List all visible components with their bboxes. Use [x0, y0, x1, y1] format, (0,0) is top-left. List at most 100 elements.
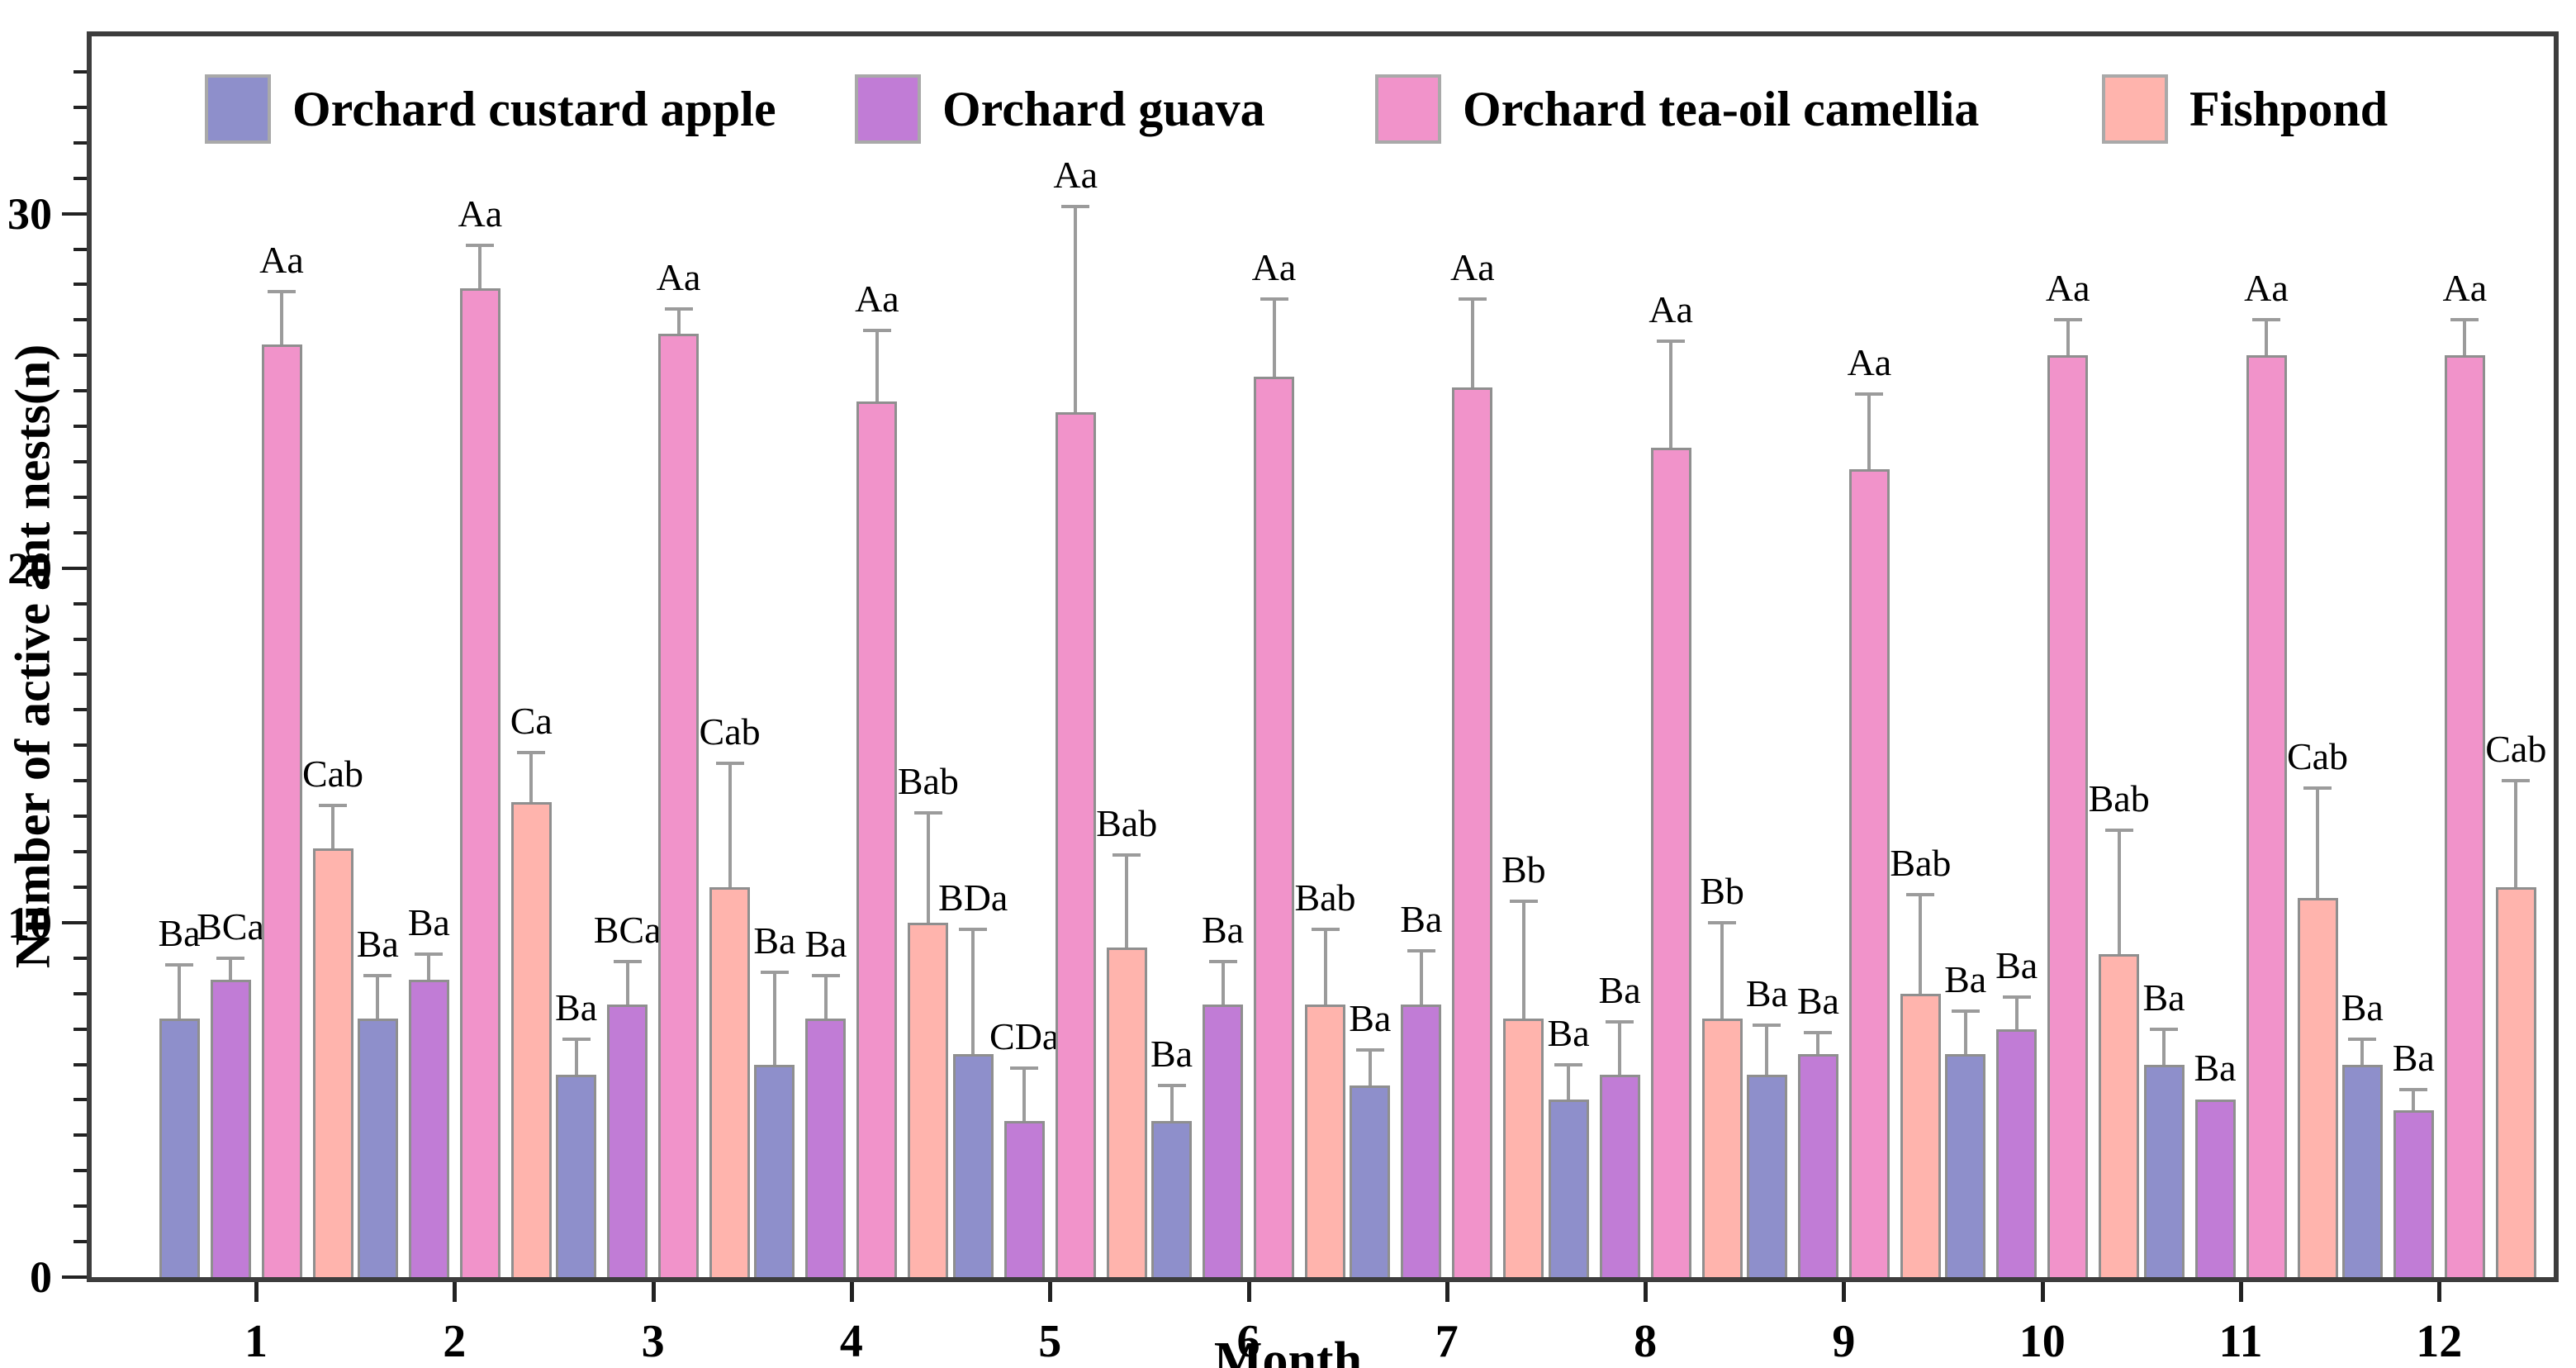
bar-fishpond-month-10	[2099, 954, 2140, 1277]
bar-slot-1-month-11: Ba	[2142, 36, 2185, 1277]
bar-slot-3-month-12: Aa	[2442, 36, 2487, 1277]
y-minor-tick-18	[74, 637, 87, 641]
error-bar-cap	[1208, 960, 1237, 964]
x-tick-month-12	[2437, 1282, 2442, 1302]
significance-letter: Ba	[2194, 1047, 2237, 1090]
significance-letter: Ba	[2142, 976, 2185, 1019]
error-bar-cap	[959, 928, 988, 932]
error-bar-whisker	[1368, 1050, 1372, 1086]
bar-group-month-5: BDa CDa Aa Bab	[938, 36, 1157, 1277]
x-tick-label-month-2: 2	[443, 1316, 467, 1367]
bar-slot-3-month-1: Aa	[259, 36, 304, 1277]
significance-letter: Aa	[2244, 267, 2289, 310]
plot-area: 0 10 20 30 Ba BCa Aa Cab 1 Ba Ba Aa Ca 2 Ba BCa Aa Cab 3 Ba…	[7, 31, 2559, 1367]
error-bar-whisker	[2014, 997, 2019, 1029]
bar-slot-1-month-5: BDa	[938, 36, 1008, 1277]
significance-letter: Aa	[2045, 267, 2090, 310]
bar-slot-2-month-10: Ba	[1995, 36, 2038, 1277]
bar-orchard-custard-apple-month-6	[1151, 1121, 1192, 1277]
error-bar-whisker	[728, 762, 732, 887]
legend-label: Orchard custard apple	[292, 81, 776, 136]
significance-letter: Bab	[1890, 841, 1952, 884]
y-minor-tick-17	[74, 672, 87, 677]
error-bar-whisker	[1221, 962, 1225, 1005]
bar-slot-1-month-2: Ba	[357, 36, 399, 1277]
error-bar-whisker	[178, 965, 181, 1019]
bar-orchard-tea-oil-camellia-month-7	[1452, 387, 1493, 1277]
bar-orchard-tea-oil-camellia-month-3	[658, 334, 700, 1277]
bar-slot-2-month-9: Ba	[1797, 36, 1839, 1277]
bar-orchard-tea-oil-camellia-month-6	[1254, 376, 1294, 1277]
bar-slot-4-month-7: Bb	[1501, 36, 1546, 1277]
significance-letter: Ba	[1995, 943, 2038, 986]
bar-slot-4-month-5: Bab	[1096, 36, 1157, 1277]
y-minor-tick-9	[74, 956, 87, 960]
bar-orchard-tea-oil-camellia-month-4	[856, 401, 898, 1277]
error-bar-whisker	[2514, 781, 2518, 887]
y-minor-tick-24	[74, 425, 87, 429]
legend-swatch-icon	[1375, 74, 1441, 144]
bar-group-month-8: Ba Ba Aa Bb	[1546, 36, 1744, 1277]
legend-label: Orchard guava	[942, 81, 1265, 136]
bar-slot-3-month-10: Aa	[2046, 36, 2090, 1277]
error-bar-cap	[268, 289, 296, 293]
error-bar-cap	[1753, 1024, 1781, 1028]
significance-letter: Cab	[2286, 734, 2349, 777]
error-bar-whisker	[1765, 1025, 1769, 1076]
error-bar-cap	[664, 307, 693, 311]
significance-letter: Bb	[1501, 848, 1546, 891]
error-bar-whisker	[2117, 830, 2121, 955]
significance-letter: Ba	[1796, 979, 1839, 1022]
bar-orchard-guava-month-2	[408, 979, 449, 1277]
error-bar-cap	[517, 750, 546, 754]
significance-letter: Ba	[1150, 1033, 1193, 1076]
significance-letter: Cab	[699, 710, 761, 753]
bar-orchard-guava-month-12	[2393, 1110, 2434, 1277]
error-bar-whisker	[1022, 1067, 1027, 1122]
legend-swatch-icon	[205, 74, 271, 144]
significance-letter: Bab	[1294, 876, 1356, 919]
error-bar-cap	[1708, 920, 1737, 924]
error-bar-whisker	[676, 309, 681, 335]
bar-fishpond-month-5	[1106, 947, 1147, 1277]
error-bar-whisker	[2360, 1039, 2365, 1065]
y-minor-tick-14	[74, 779, 87, 783]
bar-orchard-custard-apple-month-10	[1945, 1053, 1986, 1277]
significance-letter: Aa	[1847, 341, 1892, 384]
y-tick-label-20: 20	[7, 543, 52, 593]
significance-letter: Cab	[301, 753, 364, 796]
significance-letter: Bab	[1096, 802, 1158, 845]
error-bar-cap	[613, 960, 642, 964]
y-minor-tick-12	[74, 850, 87, 854]
error-bar-cap	[2450, 318, 2479, 322]
error-bar-cap	[165, 963, 193, 967]
significance-letter: BCa	[197, 905, 264, 948]
error-bar-cap	[1951, 1009, 1980, 1014]
bar-slot-2-month-6: Ba	[1202, 36, 1244, 1277]
bar-slot-4-month-1: Cab	[302, 36, 363, 1277]
error-bar-cap	[1606, 1020, 1634, 1024]
significance-letter: Ba	[753, 919, 796, 962]
y-minor-tick-4	[74, 1133, 87, 1138]
bar-slot-3-month-7: Aa	[1450, 36, 1495, 1277]
bar-orchard-tea-oil-camellia-month-8	[1650, 447, 1691, 1277]
x-tick-label-month-5: 5	[1038, 1316, 1062, 1367]
y-minor-tick-3	[74, 1169, 87, 1173]
y-major-tick-30	[62, 211, 87, 216]
error-bar-whisker	[1521, 901, 1525, 1019]
y-minor-tick-11	[74, 885, 87, 889]
y-minor-tick-32	[74, 140, 87, 145]
y-axis-title: Number of active ant nests(n)	[5, 344, 60, 969]
legend-swatch-icon	[855, 74, 921, 144]
bar-slot-1-month-6: Ba	[1150, 36, 1193, 1277]
error-bar-whisker	[2412, 1089, 2416, 1111]
y-minor-tick-23	[74, 459, 87, 463]
error-bar-whisker	[875, 330, 879, 402]
error-bar-cap	[760, 970, 789, 974]
x-tick-month-8	[1644, 1282, 1649, 1302]
bar-slot-4-month-12: Cab	[2485, 36, 2546, 1277]
significance-letter: Aa	[1053, 154, 1098, 196]
y-tick-label-0: 0	[30, 1252, 52, 1302]
bar-orchard-custard-apple-month-1	[159, 1018, 200, 1277]
x-tick-month-3	[651, 1282, 656, 1302]
